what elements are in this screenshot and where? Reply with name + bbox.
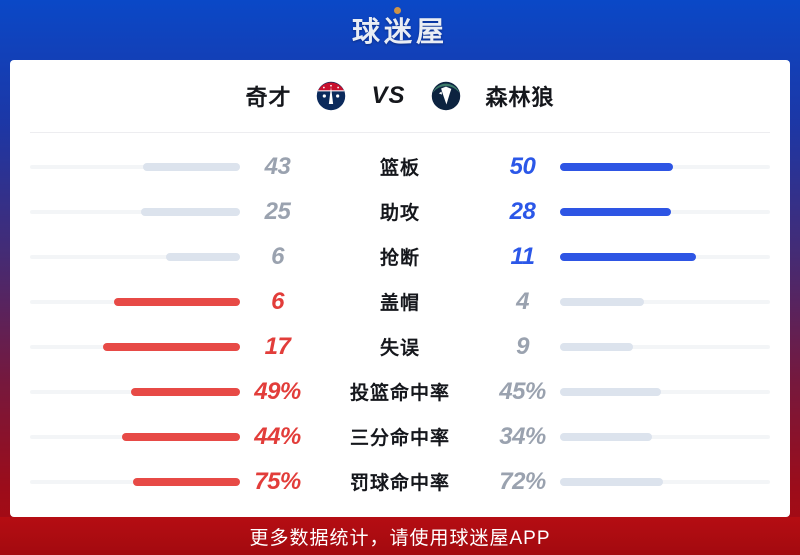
timberwolves-logo-icon [429,80,462,112]
left-stat-value: 17 [264,332,291,360]
stat-label: 篮板 [379,158,420,179]
left-stat-value: 49% [254,377,301,405]
match-header: 奇才 VS 森林狼 [30,60,770,132]
right-stat-bar [560,207,770,216]
right-bar-fill [560,252,696,261]
right-bar-track [560,299,770,304]
brand-header: 球迷屋 [0,0,800,60]
vs-label: VS [371,82,406,109]
right-bar-fill [560,162,673,171]
left-bar-fill [140,207,240,216]
stat-label: 盖帽 [379,293,420,314]
left-stat-value: 44% [254,422,301,450]
stat-row: 49% 投篮命中率 45% [30,369,770,414]
left-bar-track [30,254,240,259]
right-stat-bar [560,342,770,351]
right-bar-fill [560,342,633,351]
right-stat-value: 28 [509,197,536,225]
right-stat-value: 45% [499,377,546,405]
left-stat-bar [30,162,240,171]
footer-promo-text: 更多数据统计，请使用球迷屋APP [249,527,551,549]
left-bar-fill [165,252,240,261]
stat-label: 助攻 [379,203,420,224]
right-stat-bar [560,297,770,306]
left-stat-value: 6 [271,287,284,315]
stat-row: 43 篮板 50 [30,144,770,189]
left-bar-fill [121,432,240,441]
left-bar-track [30,209,240,214]
right-stat-bar [560,477,770,486]
left-stat-bar [30,477,240,486]
right-bar-track [560,434,770,439]
right-stat-value: 50 [509,152,536,180]
stat-row: 75% 罚球命中率 72% [30,459,770,504]
right-stat-value: 4 [516,287,529,315]
header-divider [30,132,770,133]
stat-label: 三分命中率 [349,428,450,449]
right-bar-track [560,344,770,349]
left-stat-bar [30,297,240,306]
left-bar-fill [132,477,240,486]
stat-label: 抢断 [379,248,420,269]
footer-banner[interactable]: 更多数据统计，请使用球迷屋APP [0,517,800,555]
left-bar-track [30,164,240,169]
right-bar-fill [560,387,661,396]
left-team-name: 奇才 [245,85,292,110]
left-bar-fill [102,342,240,351]
left-stat-bar [30,342,240,351]
left-stat-bar [30,252,240,261]
right-bar-fill [560,432,652,441]
stat-row: 44% 三分命中率 34% [30,414,770,459]
left-bar-fill [114,297,240,306]
left-stat-value: 25 [264,197,291,225]
right-stat-bar [560,432,770,441]
right-bar-track [560,479,770,484]
right-bar-track [560,389,770,394]
stat-row: 6 抢断 11 [30,234,770,279]
stat-row: 25 助攻 28 [30,189,770,234]
left-stat-value: 75% [254,467,301,495]
right-bar-fill [560,477,663,486]
brand-logo: 球迷屋 [351,7,448,50]
right-bar-fill [560,297,644,306]
left-stat-bar [30,387,240,396]
stats-card: 奇才 VS 森林狼 43 篮板 5 [10,60,790,517]
stat-label: 投篮命中率 [349,383,450,404]
left-stat-bar [30,432,240,441]
right-team-name: 森林狼 [485,85,555,110]
left-stat-value: 6 [271,242,284,270]
stat-row: 17 失误 9 [30,324,770,369]
brand-logo-text: 球迷屋 [351,16,448,47]
brand-logo-dot-icon [394,7,402,14]
right-bar-fill [560,207,671,216]
right-stat-value: 11 [510,242,535,270]
right-stat-value: 72% [499,467,546,495]
stat-row: 6 盖帽 4 [30,279,770,324]
left-bar-fill [142,162,240,171]
right-stat-value: 9 [516,332,529,360]
left-stat-bar [30,207,240,216]
stat-label: 失误 [379,338,420,359]
left-bar-fill [130,387,240,396]
right-stat-value: 34% [499,422,546,450]
stats-rows: 43 篮板 50 25 助攻 28 6 抢断 11 [30,133,770,504]
left-stat-value: 43 [264,152,291,180]
right-stat-bar [560,252,770,261]
right-stat-bar [560,162,770,171]
wizards-logo-icon [315,80,348,112]
right-stat-bar [560,387,770,396]
stat-label: 罚球命中率 [349,473,450,494]
